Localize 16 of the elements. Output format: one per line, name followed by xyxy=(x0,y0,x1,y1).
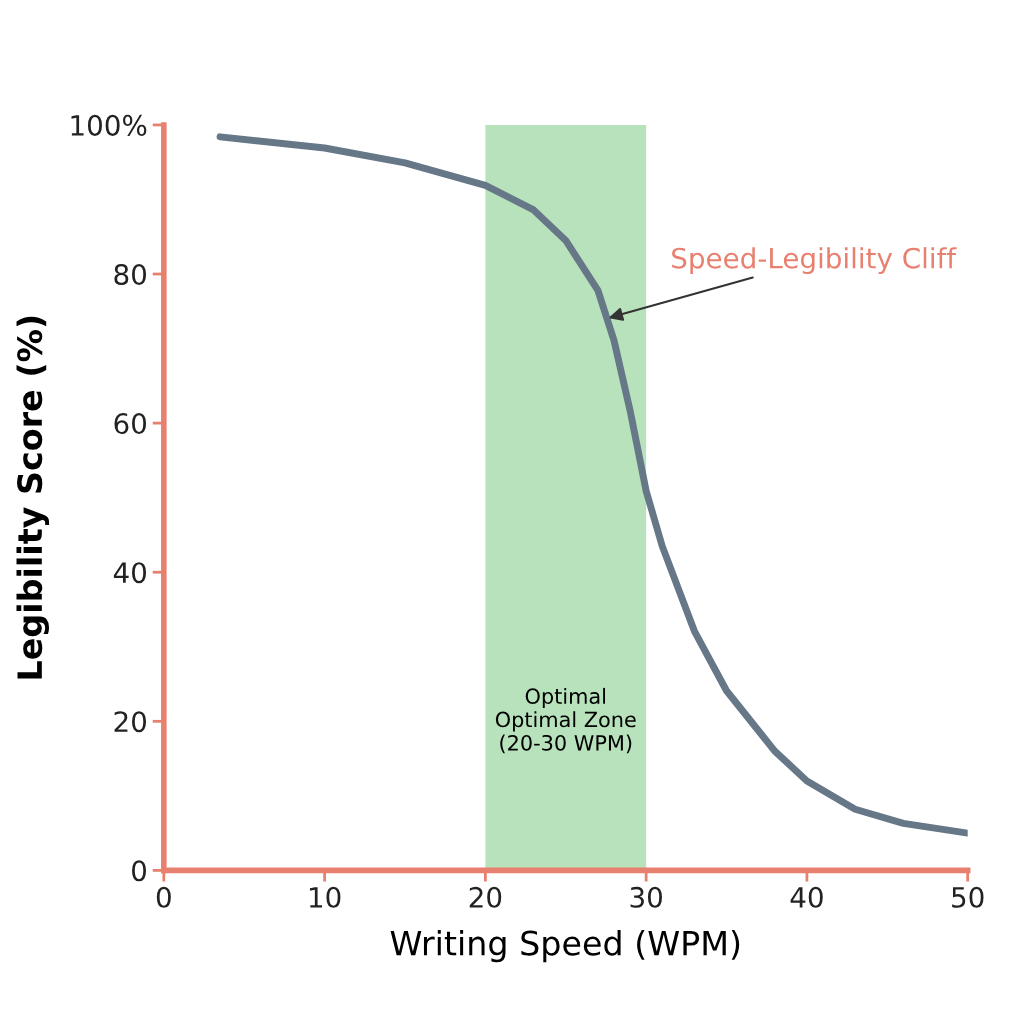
x-tick-label: 10 xyxy=(309,886,341,908)
x-tick-label: 50 xyxy=(952,886,984,908)
x-tick-label: 30 xyxy=(630,886,662,908)
y-axis-title: Legibility Score (%) xyxy=(16,316,50,679)
x-tick-label: 20 xyxy=(469,886,502,908)
x-tick-label: 40 xyxy=(790,886,823,908)
y-tick-label: 20 xyxy=(114,711,147,733)
x-tick-label: 0 xyxy=(156,886,171,908)
band-label: Optimal Optimal Zone (20-30 WPM) xyxy=(495,687,636,754)
y-tick-label: 60 xyxy=(114,413,147,435)
x-axis-title: Writing Speed (WPM) xyxy=(390,929,740,963)
y-tick-label: 0 xyxy=(132,860,147,882)
y-tick-label: 80 xyxy=(114,263,147,285)
y-tick-label: 100% xyxy=(71,114,147,136)
y-tick-label: 40 xyxy=(113,562,147,584)
annotation: Speed-Legibility Cliff xyxy=(672,247,957,275)
